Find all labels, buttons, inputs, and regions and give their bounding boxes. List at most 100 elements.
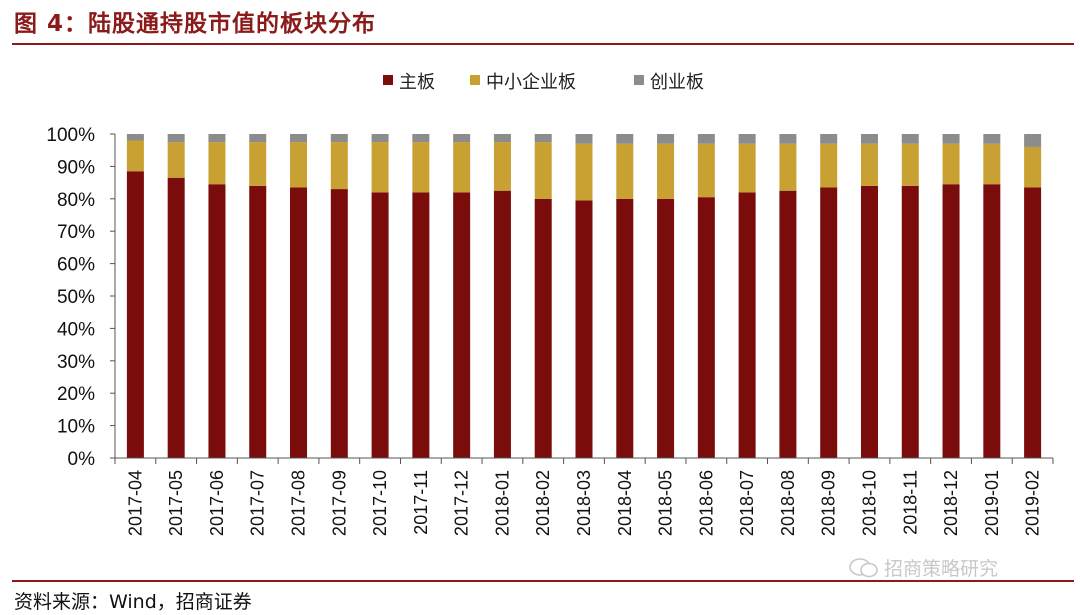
bar-segment-gem-board [860, 134, 878, 144]
bar-segment-main-board [779, 190, 797, 458]
chart-legend: 主板 中小企业板 创业板 [383, 72, 704, 93]
bar-segment-gem-board [453, 134, 471, 143]
bar-segment-gem-board [167, 134, 185, 143]
bar-segment-sme-board [738, 143, 756, 193]
x-tick-label: 2019-02 [1023, 470, 1043, 536]
bar-segment-main-board [1024, 187, 1042, 458]
bar-segment-sme-board [534, 142, 552, 199]
bar-segment-gem-board [983, 134, 1001, 144]
bar-segment-sme-board [330, 142, 348, 190]
bar-segment-gem-board [493, 134, 511, 143]
bar-segment-sme-board [126, 140, 144, 172]
watermark-text: 招商策略研究 [884, 558, 999, 580]
bar-segment-main-board [738, 192, 756, 458]
bar-segment-main-board [983, 184, 1001, 458]
x-tick-label: 2017-06 [207, 470, 227, 536]
bar-segment-main-board [697, 197, 715, 458]
bar-segment-sme-board [942, 143, 960, 185]
bar-segment-sme-board [208, 142, 226, 185]
bar-segment-sme-board [860, 143, 878, 186]
bar-segment-sme-board [779, 143, 797, 191]
bar-series [126, 134, 1042, 459]
bar-segment-sme-board [657, 143, 675, 199]
bar-segment-gem-board [290, 134, 308, 143]
x-tick-label: 2018-03 [574, 470, 594, 536]
bar-segment-main-board [901, 185, 919, 458]
bar-segment-gem-board [901, 134, 919, 144]
title-divider [12, 43, 1074, 45]
legend-label: 中小企业板 [486, 72, 576, 93]
bar-segment-main-board [534, 198, 552, 459]
x-tick-label: 2017-11 [411, 470, 431, 535]
bar-segment-gem-board [697, 134, 715, 144]
legend-label: 创业板 [650, 72, 704, 93]
bar-segment-main-board [942, 184, 960, 458]
bar-segment-sme-board [901, 143, 919, 186]
bar-segment-sme-board [983, 143, 1001, 185]
bar-segment-gem-board [820, 134, 838, 144]
legend-swatch [470, 75, 480, 85]
bar-segment-sme-board [371, 142, 389, 193]
bar-segment-sme-board [575, 143, 593, 201]
y-tick-label: 30% [57, 352, 95, 373]
x-tick-label: 2017-04 [125, 470, 145, 536]
bar-segment-sme-board [1024, 146, 1042, 188]
x-tick-label: 2018-04 [615, 470, 635, 536]
bar-segment-main-board [493, 190, 511, 458]
bar-segment-gem-board [412, 134, 430, 143]
bar-segment-main-board [820, 187, 838, 458]
bar-segment-main-board [290, 187, 308, 458]
y-tick-label: 80% [57, 190, 95, 211]
y-tick-label: 10% [57, 417, 95, 438]
bar-segment-sme-board [453, 142, 471, 193]
bar-segment-sme-board [249, 142, 267, 186]
bar-segment-main-board [126, 171, 144, 458]
bar-segment-gem-board [208, 134, 226, 143]
bar-segment-gem-board [126, 134, 144, 141]
x-tick-label: 2018-12 [941, 470, 961, 536]
bar-segment-main-board [330, 189, 348, 458]
bar-segment-sme-board [412, 142, 430, 193]
x-axis: 2017-04 2017-05 2017-06 2017-07 2017-08 2017-… [114, 457, 1054, 536]
x-tick-label: 2017-09 [329, 470, 349, 536]
y-tick-label: 100% [46, 125, 95, 146]
bar-segment-main-board [860, 185, 878, 458]
bar-segment-gem-board [575, 134, 593, 144]
footer-divider [12, 580, 1074, 582]
bar-segment-gem-board [942, 134, 960, 144]
y-axis: 0% 10% 20% 30% 40% 50% 60% 70% 80% 90% 100% [46, 125, 116, 470]
bar-segment-main-board [208, 184, 226, 458]
y-tick-label: 20% [57, 384, 95, 405]
bar-segment-gem-board [657, 134, 675, 144]
stacked-bar-chart: 主板 中小企业板 创业板 0% 10% 20% 30% 40% 50% 60% 70% 80% 90%… [46, 72, 1054, 536]
y-tick-label: 0% [68, 449, 96, 470]
bar-segment-main-board [412, 192, 430, 458]
x-tick-label: 2018-06 [696, 470, 716, 536]
bar-segment-gem-board [779, 134, 797, 144]
bar-segment-sme-board [290, 142, 308, 188]
legend-label: 主板 [399, 72, 435, 93]
legend-swatch [383, 75, 393, 85]
bar-segment-gem-board [738, 134, 756, 144]
x-tick-label: 2018-08 [778, 470, 798, 536]
x-tick-label: 2018-05 [656, 470, 676, 536]
x-tick-label: 2018-10 [859, 470, 879, 536]
bar-segment-main-board [616, 198, 634, 459]
x-tick-label: 2017-08 [289, 470, 309, 536]
x-tick-label: 2018-07 [737, 470, 757, 536]
x-tick-label: 2017-12 [452, 470, 472, 536]
bar-segment-gem-board [371, 134, 389, 143]
bar-segment-main-board [453, 192, 471, 458]
bar-segment-gem-board [1024, 134, 1042, 147]
x-tick-label: 2017-07 [248, 470, 268, 536]
bar-segment-main-board [575, 200, 593, 459]
bar-segment-gem-board [330, 134, 348, 143]
bar-segment-sme-board [697, 143, 715, 198]
x-tick-label: 2018-02 [533, 470, 553, 536]
bar-segment-gem-board [534, 134, 552, 143]
y-tick-label: 60% [57, 255, 95, 276]
y-tick-label: 40% [57, 319, 95, 340]
bar-segment-main-board [657, 198, 675, 459]
legend-swatch [634, 75, 644, 85]
bar-segment-main-board [167, 177, 185, 459]
